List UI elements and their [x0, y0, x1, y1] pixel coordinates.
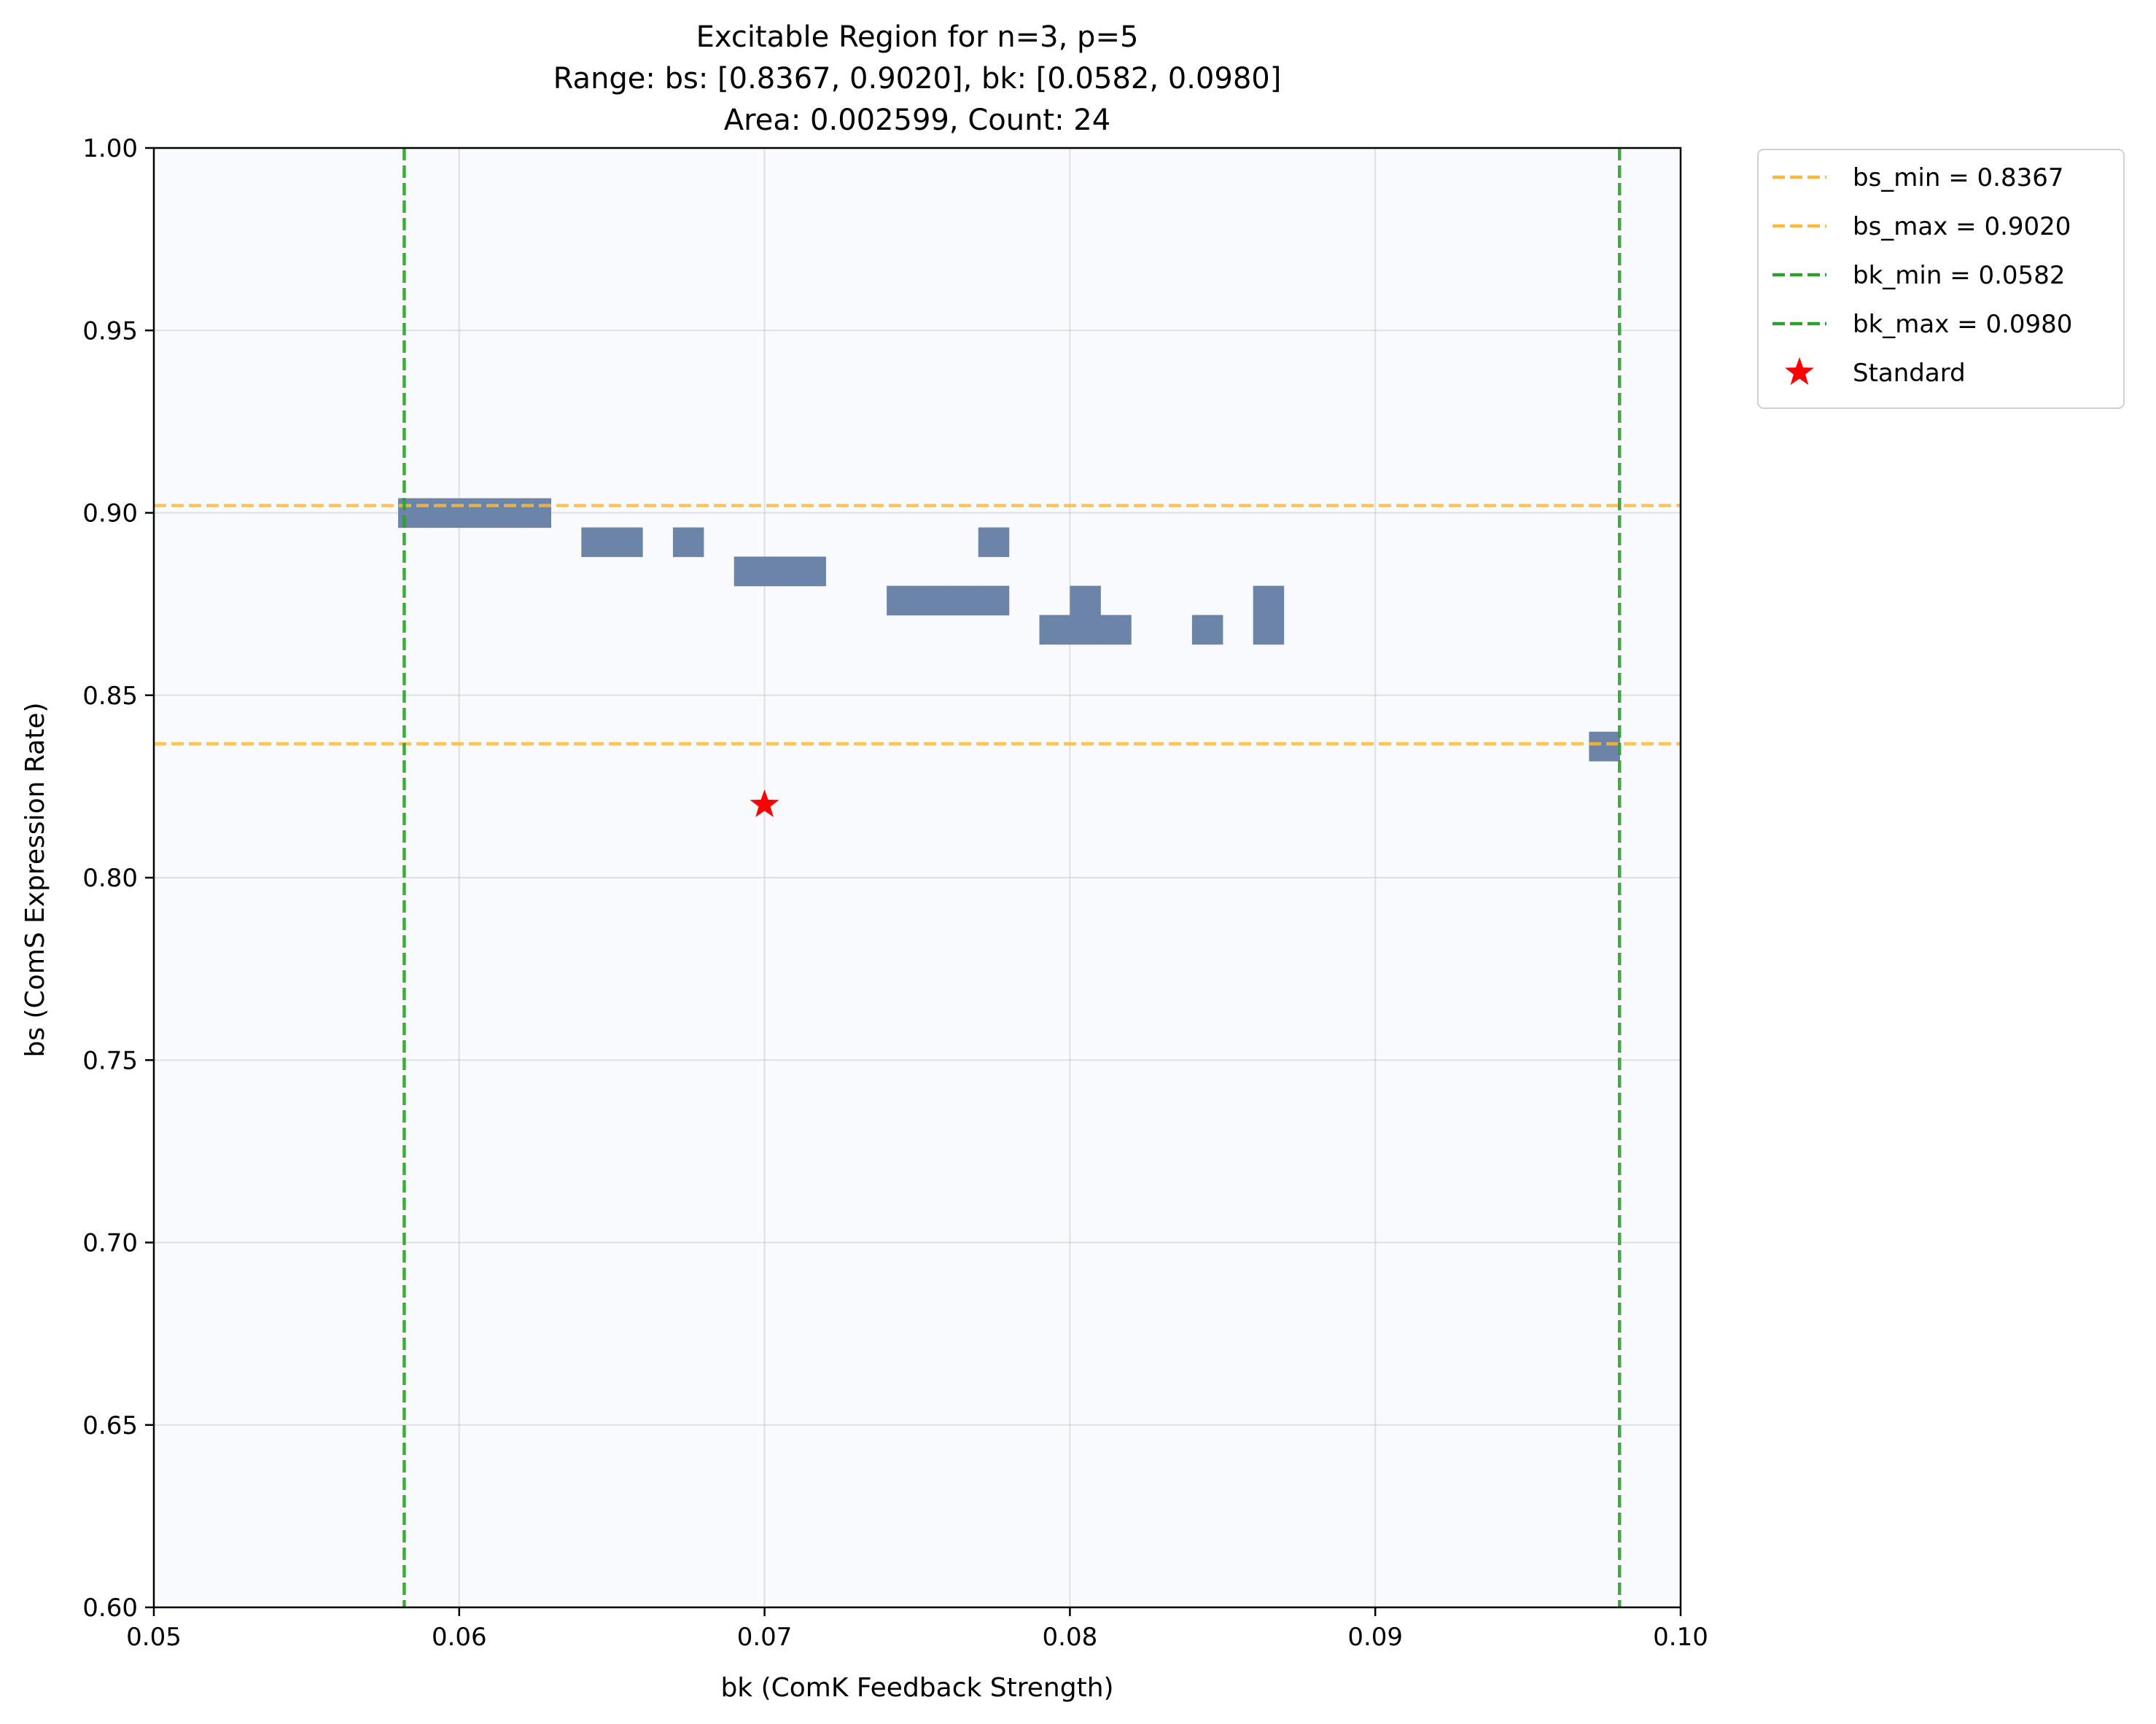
- x-tick-label: 0.05: [126, 1623, 182, 1652]
- excitable-cell: [581, 527, 612, 558]
- excitable-cell: [764, 556, 796, 587]
- excitable-cell: [1191, 615, 1223, 645]
- excitable-cell: [978, 585, 1010, 616]
- excitable-cell: [1253, 615, 1285, 645]
- y-tick-label: 0.65: [82, 1411, 138, 1440]
- excitable-cell: [489, 498, 521, 528]
- y-tick-label: 0.70: [82, 1229, 138, 1258]
- excitable-cell: [947, 585, 979, 616]
- legend-box: [1757, 149, 2125, 409]
- excitable-cell: [1070, 585, 1101, 616]
- y-tick-label: 0.85: [82, 682, 138, 711]
- title-line-2: Range: bs: [0.8367, 0.9020], bk: [0.0582…: [553, 62, 1282, 95]
- x-tick-label: 0.09: [1347, 1623, 1403, 1652]
- y-tick-label: 0.95: [82, 316, 138, 346]
- excitable-cell: [917, 585, 949, 616]
- excitable-cell: [978, 527, 1010, 558]
- excitable-cell: [733, 556, 766, 587]
- excitable-cell: [672, 527, 704, 558]
- standard-star-marker: [750, 789, 779, 817]
- excitable-cells: [398, 498, 1620, 762]
- excitable-cell: [1100, 615, 1132, 645]
- legend-label: bk_min = 0.0582: [1853, 261, 2065, 290]
- y-tick-label: 0.75: [82, 1046, 138, 1075]
- excitable-cell: [428, 498, 460, 528]
- excitable-cell: [795, 556, 826, 587]
- excitable-cell: [459, 498, 491, 528]
- y-tick-label: 0.90: [82, 499, 138, 528]
- excitable-cell: [1589, 731, 1620, 762]
- legend-label: Standard: [1853, 359, 1966, 388]
- excitable-cell: [1253, 585, 1285, 616]
- y-tick-label: 0.80: [82, 864, 138, 893]
- plot-background: [154, 148, 1681, 1607]
- excitable-cell: [520, 498, 552, 528]
- legend-label: bk_max = 0.0980: [1853, 310, 2072, 339]
- title-line-1: Excitable Region for n=3, p=5: [696, 20, 1139, 54]
- legend-label: bs_max = 0.9020: [1853, 212, 2071, 241]
- legend-label: bs_min = 0.8367: [1853, 163, 2063, 192]
- title-line-3: Area: 0.002599, Count: 24: [724, 104, 1110, 137]
- legend-star-swatch: [1785, 357, 1814, 385]
- x-axis-ticks: 0.05 0.06 0.07 0.08 0.09 0.10: [126, 1607, 1708, 1652]
- legend: bs_min = 0.8367 bs_max = 0.9020 bk_min = 0…: [1757, 149, 2125, 409]
- x-tick-label: 0.08: [1043, 1623, 1098, 1652]
- plot-area: [152, 147, 1682, 1609]
- y-tick-label: 0.60: [82, 1594, 138, 1623]
- x-axis-label: bk (ComK Feedback Strength): [720, 1673, 1113, 1703]
- excitable-cell: [887, 585, 918, 616]
- excitable-cell: [1070, 615, 1101, 645]
- reference-lines: [154, 148, 1681, 1607]
- y-axis-label: bs (ComS Expression Rate): [20, 702, 50, 1057]
- x-tick-label: 0.07: [737, 1623, 793, 1652]
- x-tick-label: 0.10: [1653, 1623, 1708, 1652]
- excitable-cell: [612, 527, 643, 558]
- y-tick-label: 1.00: [82, 134, 138, 163]
- x-tick-label: 0.06: [432, 1623, 487, 1652]
- standard-marker-layer: [750, 789, 779, 817]
- chart-title: Excitable Region for n=3, p=5 Range: bs:…: [553, 20, 1282, 137]
- excitable-cell: [1039, 615, 1070, 645]
- y-axis-ticks: 0.60 0.65 0.70 0.75 0.80 0.85 0.90 0.95 1.00: [82, 134, 154, 1623]
